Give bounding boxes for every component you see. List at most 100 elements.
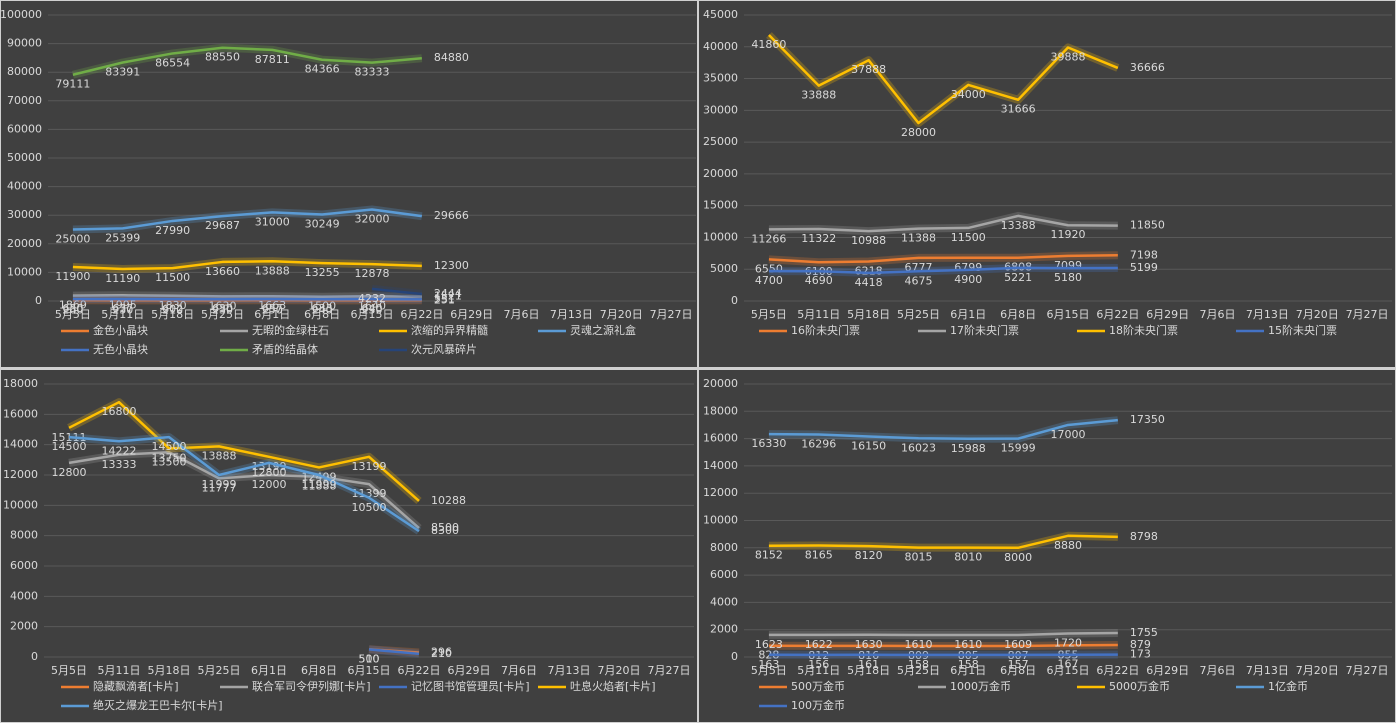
data-label: 602: [162, 302, 183, 315]
y-tick-label: 10000: [703, 514, 738, 527]
x-tick-label: 6月29日: [1146, 664, 1189, 677]
data-label: 39888: [1051, 50, 1086, 63]
data-label: 230: [362, 303, 383, 316]
x-tick-label: 7月6日: [1200, 664, 1236, 677]
data-label: 12800: [52, 466, 87, 479]
data-label: 31666: [1001, 103, 1036, 116]
x-tick-label: 5月25日: [198, 664, 241, 677]
data-label: 250: [262, 303, 283, 316]
y-tick-label: 14000: [3, 438, 38, 451]
legend-label: 1000万金币: [950, 679, 1011, 693]
y-tick-label: 4000: [710, 595, 738, 608]
legend-label: 无暇的金绿柱石: [252, 323, 329, 337]
data-label: 1630: [855, 638, 883, 651]
data-label: 1830: [159, 299, 187, 312]
x-tick-label: 6月15日: [1047, 308, 1090, 321]
series-line: [368, 648, 420, 656]
y-tick-label: 18000: [3, 377, 38, 390]
y-tick-label: 0: [731, 650, 738, 663]
x-tick-label: 6月29日: [450, 308, 493, 321]
series-line: [768, 643, 1118, 648]
data-label: 27990: [155, 224, 190, 237]
x-tick-label: 6月29日: [448, 664, 491, 677]
data-label: 11500: [951, 231, 986, 244]
y-tick-label: 4000: [10, 589, 38, 602]
data-label: 551: [434, 292, 455, 305]
x-tick-label: 7月6日: [1200, 308, 1236, 321]
data-label: 7198: [1130, 248, 1158, 261]
data-label: 15999: [1001, 442, 1036, 455]
data-label: 230: [112, 303, 133, 316]
x-tick-label: 5月18日: [847, 308, 890, 321]
data-label: 163: [758, 658, 779, 671]
y-tick-label: 18000: [703, 404, 738, 417]
x-tick-label: 5月5日: [751, 664, 787, 677]
x-tick-label: 7月20日: [1296, 308, 1339, 321]
data-label: 11999: [202, 478, 237, 491]
data-label: 240: [312, 303, 333, 316]
data-label: 12300: [434, 259, 469, 272]
y-tick-label: 12000: [3, 468, 38, 481]
x-tick-label: 5月11日: [101, 308, 144, 321]
data-label: 88550: [205, 51, 240, 64]
data-label: 16330: [751, 437, 786, 450]
x-tick-label: 5月18日: [847, 664, 890, 677]
data-label: 15988: [951, 442, 986, 455]
data-label: 13199: [352, 460, 387, 473]
y-tick-label: 35000: [703, 72, 738, 85]
data-label: 12878: [355, 267, 390, 280]
data-label: 13750: [152, 451, 187, 464]
x-tick-label: 7月27日: [650, 308, 693, 321]
data-label: 510: [359, 652, 380, 665]
data-label: 6218: [855, 264, 883, 277]
series-line: [768, 254, 1118, 264]
data-label: 12800: [252, 466, 287, 479]
data-label: 630: [212, 302, 233, 315]
y-tick-label: 8000: [10, 529, 38, 542]
data-label: 210: [162, 303, 183, 316]
y-tick-label: 2000: [710, 623, 738, 636]
data-label: 4690: [805, 274, 833, 287]
series-line: [68, 400, 420, 502]
x-tick-label: 5月5日: [55, 308, 91, 321]
series-line: [72, 294, 422, 298]
y-tick-label: 0: [35, 294, 42, 307]
y-tick-label: 10000: [703, 230, 738, 243]
data-label: 84366: [305, 63, 340, 76]
data-label: 8000: [1004, 551, 1032, 564]
y-tick-label: 80000: [7, 65, 42, 78]
x-tick-label: 6月1日: [950, 664, 986, 677]
legend-label: 绝灭之爆龙王巴卡尔[卡片]: [93, 698, 223, 712]
legend-label: 次元风暴碎片: [411, 342, 477, 356]
data-label: 17000: [1051, 428, 1086, 441]
data-label: 29666: [434, 209, 469, 222]
legend-label: 记忆图书馆管理员[卡片]: [411, 679, 530, 693]
data-label: 14500: [152, 440, 187, 453]
x-tick-label: 5月11日: [797, 664, 840, 677]
x-tick-label: 6月8日: [1000, 664, 1036, 677]
y-tick-label: 30000: [7, 208, 42, 221]
y-tick-label: 100000: [0, 8, 42, 21]
data-label: 13500: [152, 455, 187, 468]
y-tick-label: 10000: [7, 265, 42, 278]
data-label: 260: [62, 303, 83, 316]
data-label: 12000: [252, 478, 287, 491]
x-tick-label: 5月5日: [751, 308, 787, 321]
series-line: [768, 631, 1118, 637]
series-line: [72, 208, 423, 231]
data-label: 10288: [431, 494, 466, 507]
legend-label: 吐息火焰者[卡片]: [570, 679, 656, 693]
data-label: 8500: [431, 521, 459, 534]
data-label: 1720: [1054, 637, 1082, 650]
data-label: 167: [1058, 658, 1079, 671]
x-tick-label: 6月22日: [1096, 308, 1139, 321]
data-label: 8152: [755, 549, 783, 562]
legend-label: 500万金币: [791, 679, 845, 693]
legend-label: 浓缩的异界精髓: [411, 323, 488, 337]
data-label: 1869: [59, 299, 87, 312]
x-tick-label: 6月8日: [1000, 308, 1036, 321]
data-label: 1630: [208, 299, 236, 312]
legend-label: 金色小晶块: [93, 323, 148, 337]
x-tick-label: 5月25日: [897, 664, 940, 677]
data-label: 4700: [755, 274, 783, 287]
